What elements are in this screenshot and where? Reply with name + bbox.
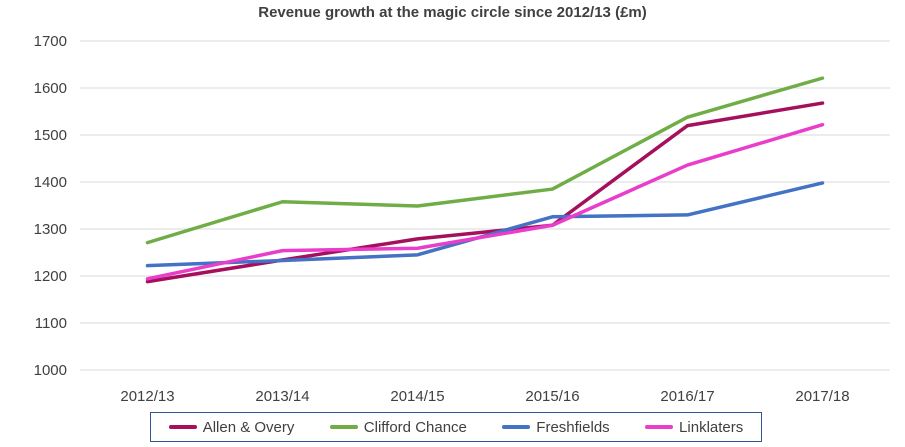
x-tick-label: 2016/17 — [660, 388, 714, 405]
series-line-clifford-chance — [145, 76, 825, 245]
y-tick-label: 1300 — [34, 221, 67, 238]
legend-swatch — [645, 425, 674, 429]
legend-label: Linklaters — [679, 418, 744, 436]
y-tick-label: 1400 — [34, 174, 67, 191]
legend-label: Allen & Overy — [202, 418, 295, 436]
x-tick-label: 2017/18 — [795, 388, 849, 405]
legend-label: Freshfields — [536, 418, 610, 436]
y-tick-label: 1100 — [35, 315, 67, 332]
x-tick-label: 2012/13 — [120, 388, 174, 405]
series-line-allen-overy — [145, 101, 825, 284]
gridlines — [80, 40, 890, 371]
series-line-freshfields — [145, 181, 825, 268]
legend-item: Clifford Chance — [329, 418, 467, 436]
x-tick-label: 2014/15 — [390, 388, 444, 405]
legend-swatch — [502, 425, 531, 429]
x-tick-label: 2015/16 — [525, 388, 579, 405]
y-tick-label: 1700 — [34, 33, 67, 50]
x-tick-label: 2013/14 — [255, 388, 309, 405]
y-tick-label: 1600 — [34, 80, 67, 97]
chart-title: Revenue growth at the magic circle since… — [258, 4, 647, 21]
y-tick-label: 1200 — [34, 268, 67, 285]
y-axis-ticks: 1000 1100 1200 1300 1400 1500 1600 1700 — [34, 33, 67, 379]
series-lines — [145, 76, 825, 284]
y-tick-label: 1500 — [34, 127, 67, 144]
legend-swatch — [168, 425, 197, 429]
legend-item: Linklaters — [645, 419, 743, 436]
legend-item: Freshfields — [502, 418, 610, 436]
series-line-linklaters — [145, 122, 825, 281]
legend: Allen & Overy Clifford Chance Freshfields L… — [150, 412, 762, 442]
legend-label: Clifford Chance — [363, 418, 467, 436]
line-chart: 1000 1100 1200 1300 1400 1500 1600 1700 2012/13… — [34, 33, 890, 405]
legend-item: Allen & Overy — [168, 418, 295, 436]
y-tick-label: 1000 — [34, 362, 67, 379]
legend-swatch — [329, 425, 358, 429]
x-axis-ticks: 2012/13 2013/14 2014/15 2015/16 2016/17 2017/… — [120, 388, 849, 405]
